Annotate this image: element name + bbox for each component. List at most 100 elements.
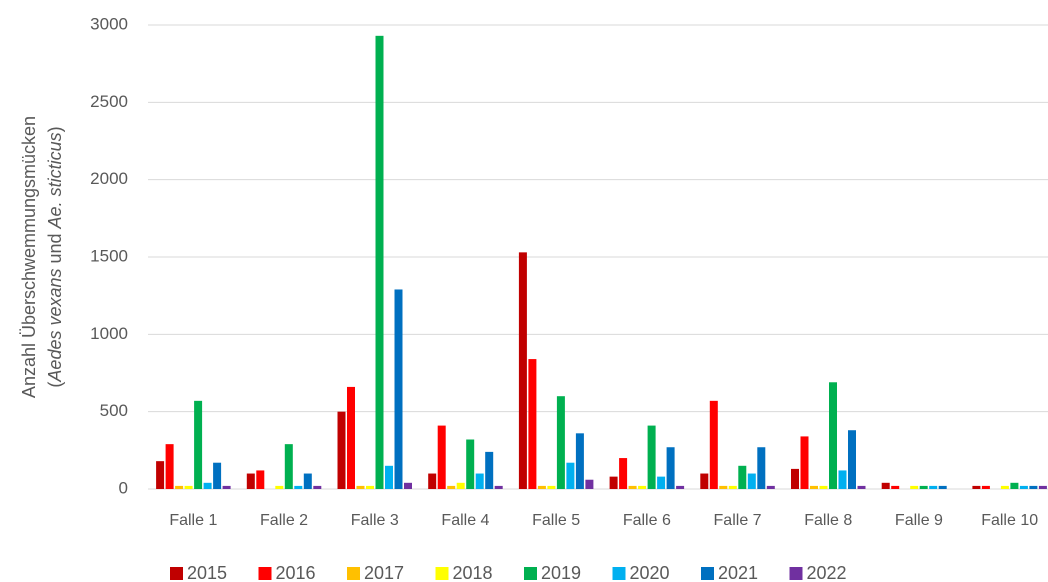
label-part: ) (45, 126, 65, 132)
bar (919, 485, 928, 489)
bar (628, 485, 637, 489)
bar (728, 485, 737, 489)
x-tick-label: Falle 1 (169, 512, 217, 529)
bar (394, 289, 403, 489)
bar (1000, 485, 1009, 489)
bar (203, 482, 212, 489)
legend-swatch (435, 567, 449, 580)
bar (294, 485, 303, 489)
bar (819, 485, 828, 489)
bar (609, 476, 618, 489)
bar (556, 396, 565, 489)
bar (256, 470, 265, 489)
bar (666, 447, 675, 489)
bar (1029, 485, 1038, 489)
y-tick-label: 1500 (90, 246, 128, 265)
bar (165, 444, 174, 489)
bar (194, 400, 203, 489)
bar (537, 485, 546, 489)
bar (1010, 482, 1019, 489)
bar (356, 485, 365, 489)
bar (938, 485, 947, 489)
bar (284, 444, 293, 489)
y-tick-label: 500 (100, 401, 128, 420)
bar (184, 485, 193, 489)
x-tick-label: Falle 5 (532, 512, 580, 529)
legend-label: 2020 (630, 563, 670, 582)
bar (175, 485, 184, 489)
bar (456, 482, 465, 489)
bar (700, 473, 709, 489)
y-tick-label: 2000 (90, 169, 128, 188)
bar (447, 485, 456, 489)
bar (891, 485, 900, 489)
bar (676, 485, 685, 489)
bar (757, 447, 766, 489)
bar (575, 433, 584, 489)
bar (857, 485, 866, 489)
bar (275, 485, 284, 489)
legend-label: 2022 (807, 563, 847, 582)
bar (518, 252, 527, 489)
legend-swatch (258, 567, 272, 580)
bar (619, 458, 628, 489)
legend-label: 2015 (187, 563, 227, 582)
label-part: Aedes vexans (45, 269, 65, 383)
bar (838, 470, 847, 489)
legend-swatch (701, 567, 714, 580)
bar (303, 473, 312, 489)
bar (709, 400, 718, 489)
bar (738, 465, 747, 489)
y-tick-label: 1000 (90, 324, 128, 343)
bar (848, 430, 856, 489)
legend-swatch (347, 567, 360, 580)
bar (910, 485, 919, 489)
legend-label: 2018 (453, 563, 493, 582)
bar (485, 451, 494, 489)
bar (719, 485, 728, 489)
bar (657, 476, 666, 489)
bar (829, 382, 837, 489)
legend-swatch (789, 567, 803, 580)
legend-swatch (612, 567, 626, 580)
bar (494, 485, 503, 489)
bar (313, 485, 322, 489)
bar (547, 485, 556, 489)
bar (747, 473, 756, 489)
y-tick-label: 0 (119, 478, 128, 497)
bar (156, 461, 165, 489)
x-tick-label: Falle 10 (981, 512, 1038, 529)
bar (981, 485, 990, 489)
bar (213, 462, 222, 489)
bar (385, 465, 393, 489)
bar (404, 482, 412, 489)
bar (585, 479, 594, 489)
bar (791, 468, 799, 489)
legend-label: 2016 (276, 563, 316, 582)
bar (246, 473, 255, 489)
x-tick-label: Falle 7 (714, 512, 762, 529)
y-tick-label: 3000 (90, 14, 128, 33)
legend-swatch (170, 567, 183, 580)
x-tick-label: Falle 4 (441, 512, 489, 529)
x-tick-label: Falle 9 (895, 512, 943, 529)
legend-label: 2021 (718, 563, 758, 582)
bar (638, 485, 647, 489)
bar (810, 485, 818, 489)
bar (647, 425, 656, 489)
bar (528, 359, 537, 489)
bar (337, 411, 346, 489)
bar (972, 485, 981, 489)
x-tick-label: Falle 8 (804, 512, 852, 529)
bar (366, 485, 374, 489)
bar (475, 473, 484, 489)
bar (566, 462, 575, 489)
bar (800, 436, 809, 489)
legend-label: 2019 (541, 563, 581, 582)
bar (1038, 485, 1047, 489)
label-part: Ae. sticticus (45, 132, 65, 229)
y-axis-label: Anzahl Überschwemmungsmücken (19, 116, 39, 398)
bar (437, 425, 446, 489)
legend-label: 2017 (364, 563, 404, 582)
